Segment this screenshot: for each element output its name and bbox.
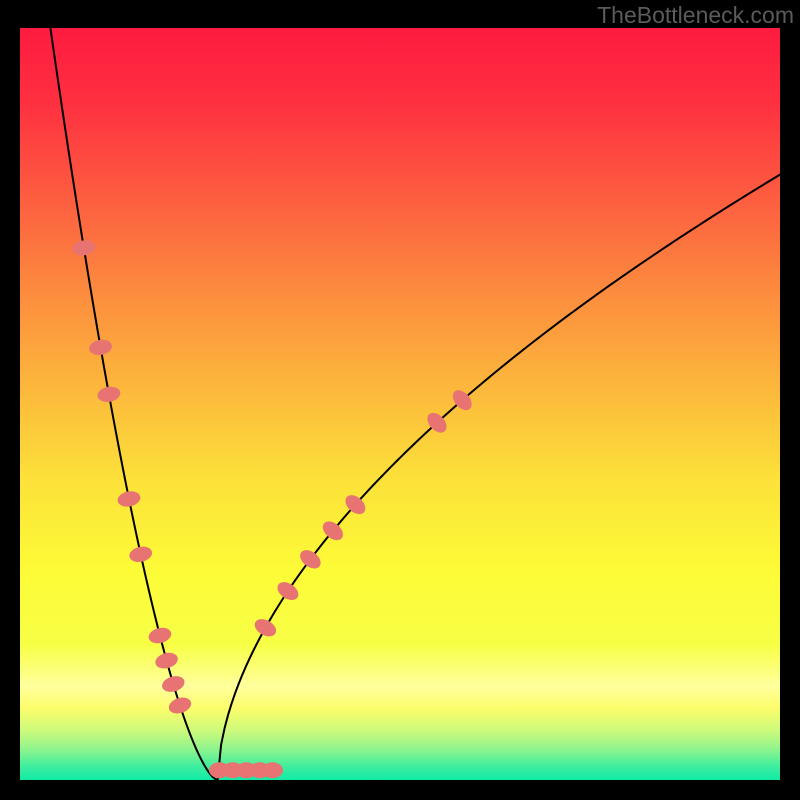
data-bead [319,518,346,544]
data-bead [274,578,301,603]
data-bead [252,616,279,640]
curve-layer [20,28,780,780]
curve-right-arm [218,175,780,780]
data-bead [96,385,121,404]
watermark-label: TheBottleneck.com [597,2,794,29]
data-bead [147,625,173,645]
data-bead-bottom [262,762,283,778]
data-bead [128,545,154,565]
data-bead [167,695,194,716]
data-bead [297,546,324,572]
data-bead [154,650,180,671]
data-bead [88,338,113,357]
data-bead [116,489,142,508]
data-bead [449,387,475,414]
data-bead [160,674,186,695]
curve-left-arm [50,28,217,780]
chart-frame: TheBottleneck.com [0,0,800,800]
data-bead [71,239,96,257]
plot-area [20,28,780,780]
